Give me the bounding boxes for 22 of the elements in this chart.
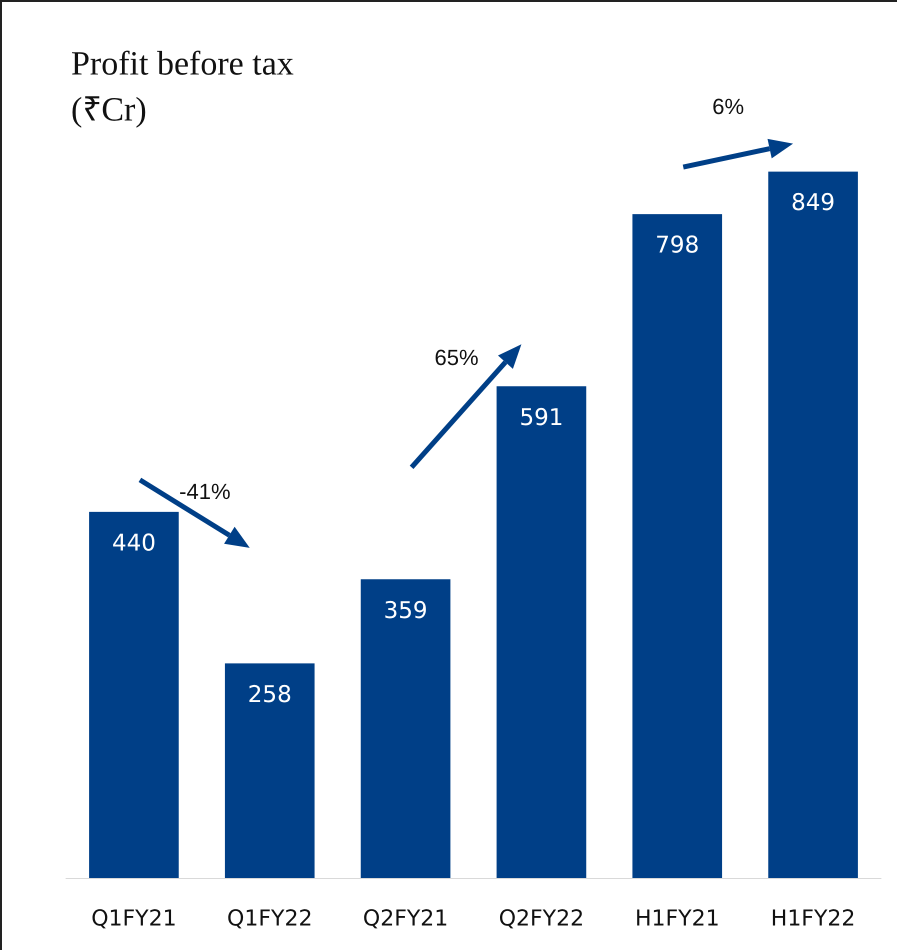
data-label: 591 [519, 404, 564, 431]
text: 6% [712, 94, 744, 120]
data-label: 440 [112, 530, 156, 556]
bar [360, 579, 450, 878]
bar [632, 214, 722, 878]
bar [768, 172, 858, 878]
data-label: 798 [655, 232, 700, 259]
annotation: 65% [434, 344, 479, 371]
x-tick-label: Q2FY21 [362, 906, 448, 932]
x-tick-label: H1FY22 [770, 906, 856, 932]
data-label: 359 [384, 598, 428, 624]
x-tick-label: Q1FY22 [227, 906, 312, 932]
bar [224, 663, 315, 878]
bar [496, 386, 586, 878]
bar [89, 512, 179, 878]
chart-title: Profit before tax (₹Cr) [71, 46, 294, 128]
data-label: 258 [248, 682, 292, 708]
x-tick-label: Q2FY22 [498, 906, 584, 932]
annotation: -41% [179, 478, 231, 505]
data-label: 849 [791, 190, 836, 216]
x-tick-label: Q1FY21 [91, 906, 177, 932]
x-tick-label: H1FY21 [634, 906, 720, 932]
